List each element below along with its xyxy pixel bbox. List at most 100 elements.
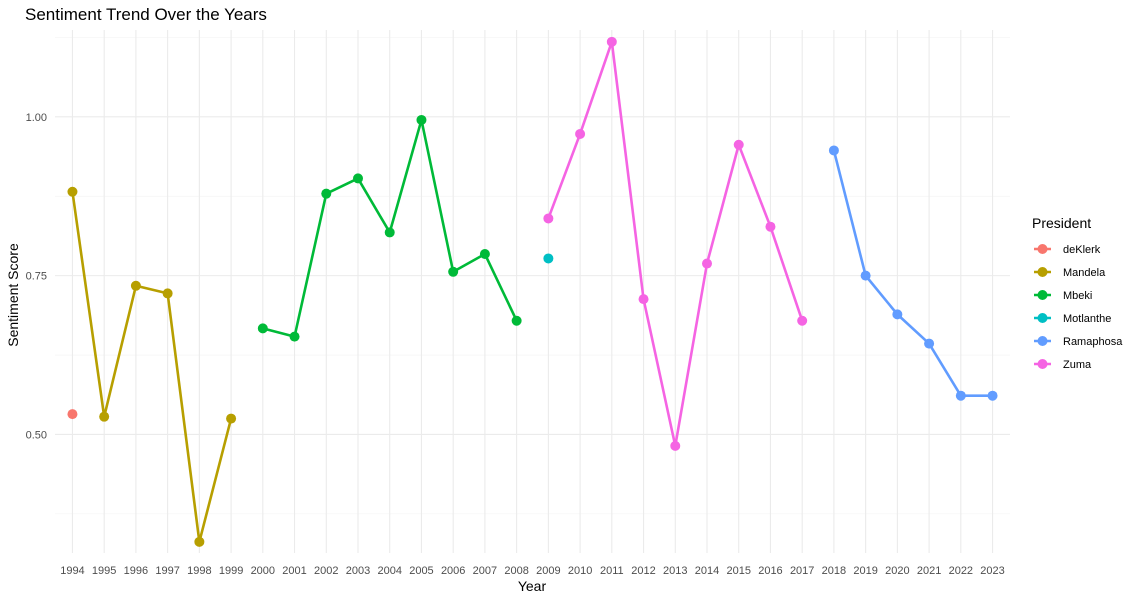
data-point xyxy=(955,390,966,401)
data-point xyxy=(67,409,78,420)
legend-item-zuma: Zuma xyxy=(1034,359,1092,371)
data-point xyxy=(289,331,300,342)
series-line xyxy=(832,150,993,397)
x-tick-label: 2002 xyxy=(314,565,338,577)
data-point xyxy=(860,270,871,281)
data-point xyxy=(511,315,522,326)
legend-item-mandela: Mandela xyxy=(1034,267,1106,279)
series-deklerk xyxy=(67,409,78,420)
x-axis-ticks: 1994 1995 1996 1997 1998 1999 2000 2001 2002 2003… xyxy=(60,565,1005,577)
data-point xyxy=(448,266,459,277)
x-tick-label: 2010 xyxy=(568,565,592,577)
x-tick-label: 2013 xyxy=(663,565,687,577)
legend-label: Ramaphosa xyxy=(1063,336,1123,348)
data-point xyxy=(321,188,332,199)
y-tick-label: 0.50 xyxy=(26,429,47,441)
data-point xyxy=(670,440,681,451)
data-point xyxy=(479,249,490,260)
data-point xyxy=(828,145,839,156)
x-tick-label: 2023 xyxy=(980,565,1004,577)
legend-key-point xyxy=(1037,336,1048,346)
data-point xyxy=(797,315,808,326)
data-point xyxy=(924,338,935,349)
x-tick-label: 2006 xyxy=(441,565,465,577)
x-tick-label: 1998 xyxy=(187,565,211,577)
data-point xyxy=(352,173,363,184)
x-tick-label: 2022 xyxy=(949,565,973,577)
series-mbeki xyxy=(257,114,522,342)
legend-key-point xyxy=(1037,313,1048,323)
data-point xyxy=(765,221,776,232)
legend-label: deKlerk xyxy=(1063,244,1101,256)
data-point xyxy=(606,36,617,47)
x-tick-label: 2004 xyxy=(377,565,401,577)
x-tick-label: 2009 xyxy=(536,565,560,577)
legend-label: Zuma xyxy=(1063,359,1092,371)
x-tick-label: 2005 xyxy=(409,565,433,577)
data-point xyxy=(99,411,110,422)
data-point xyxy=(384,227,395,238)
data-point xyxy=(733,139,744,150)
x-tick-label: 2000 xyxy=(251,565,275,577)
legend-title: President xyxy=(1032,215,1091,231)
x-tick-label: 2008 xyxy=(504,565,528,577)
x-tick-label: 2020 xyxy=(885,565,909,577)
data-point xyxy=(162,288,173,299)
x-tick-label: 2001 xyxy=(282,565,306,577)
y-axis-ticks: 0.50 0.75 1.00 xyxy=(26,112,47,442)
legend: President deKlerk Mandela Mbeki Motlanthe Ra… xyxy=(1032,215,1123,371)
legend-label: Mbeki xyxy=(1063,290,1092,302)
x-tick-label: 2011 xyxy=(600,565,624,577)
data-point xyxy=(130,280,141,291)
data-point xyxy=(987,390,998,401)
x-tick-label: 1999 xyxy=(219,565,243,577)
data-point xyxy=(638,294,649,305)
x-axis-title: Year xyxy=(518,578,547,594)
data-point xyxy=(892,309,903,320)
legend-label: Mandela xyxy=(1063,267,1106,279)
data-point xyxy=(194,536,205,547)
series-ramaphosa xyxy=(828,145,998,401)
series-line xyxy=(71,191,233,544)
data-point xyxy=(226,413,237,424)
data-point xyxy=(543,253,554,264)
y-tick-label: 0.75 xyxy=(26,271,47,283)
x-tick-label: 2007 xyxy=(473,565,497,577)
legend-label: Motlanthe xyxy=(1063,313,1111,325)
data-point xyxy=(543,213,554,224)
legend-key-point xyxy=(1037,290,1048,300)
x-tick-label: 2017 xyxy=(790,565,814,577)
series-motlanthe xyxy=(543,253,554,264)
data-point xyxy=(257,323,268,334)
legend-key-point xyxy=(1037,359,1048,369)
legend-key-point xyxy=(1037,244,1048,254)
series-mandela xyxy=(67,186,237,547)
grid-lines xyxy=(55,30,1010,553)
legend-key-point xyxy=(1037,267,1048,277)
chart-title: Sentiment Trend Over the Years xyxy=(25,5,267,24)
legend-item-ramaphosa: Ramaphosa xyxy=(1034,336,1123,348)
x-tick-label: 1995 xyxy=(92,565,116,577)
x-tick-label: 1994 xyxy=(60,565,84,577)
y-axis-title: Sentiment Score xyxy=(5,243,21,347)
x-tick-label: 1997 xyxy=(155,565,179,577)
legend-item-mbeki: Mbeki xyxy=(1034,290,1092,302)
x-tick-label: 2019 xyxy=(853,565,877,577)
series-zuma xyxy=(543,36,808,451)
x-tick-label: 2018 xyxy=(822,565,846,577)
legend-item-motlanthe: Motlanthe xyxy=(1034,313,1111,325)
x-tick-label: 2003 xyxy=(346,565,370,577)
series-layer xyxy=(67,36,998,547)
x-tick-label: 2012 xyxy=(631,565,655,577)
x-tick-label: 1996 xyxy=(124,565,148,577)
x-tick-label: 2021 xyxy=(917,565,941,577)
legend-item-deklerk: deKlerk xyxy=(1034,244,1101,256)
data-point xyxy=(416,114,427,125)
x-tick-label: 2014 xyxy=(695,565,719,577)
data-point xyxy=(67,186,78,197)
data-point xyxy=(702,258,713,269)
y-tick-label: 1.00 xyxy=(26,112,47,124)
data-point xyxy=(575,128,586,139)
x-tick-label: 2016 xyxy=(758,565,782,577)
